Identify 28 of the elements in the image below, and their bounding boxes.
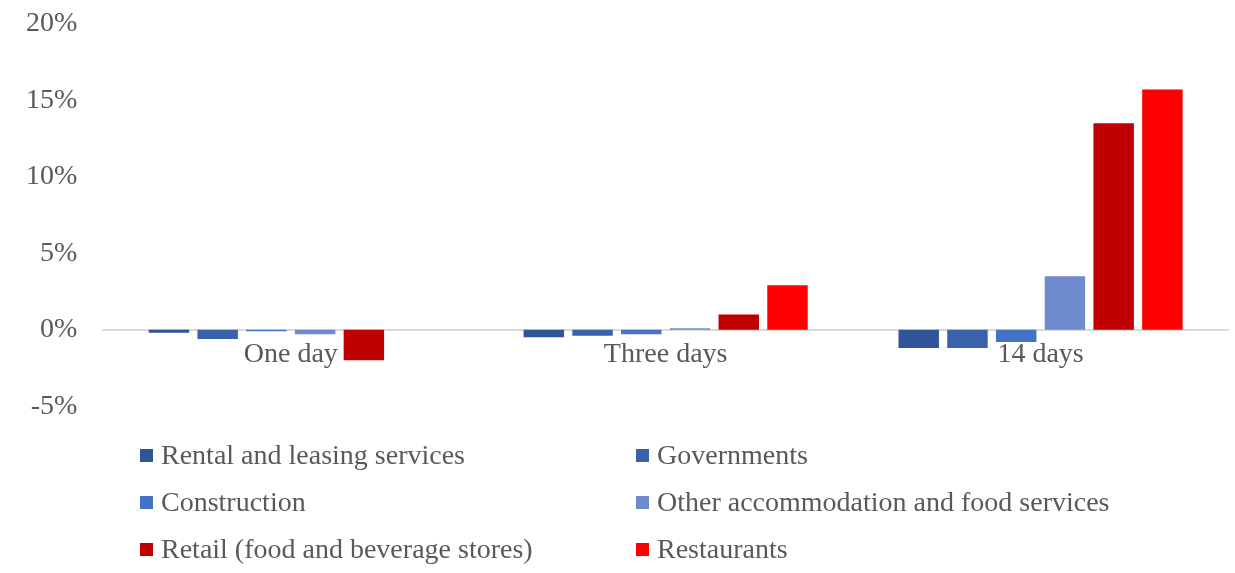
legend-label: Retail (food and beverage stores) — [161, 532, 533, 566]
y-tick-label: 15% — [26, 82, 78, 114]
bar — [718, 314, 759, 330]
legend-label: Rental and leasing services — [161, 438, 466, 472]
bar — [197, 329, 238, 339]
bar — [898, 329, 939, 349]
bar — [995, 329, 1037, 342]
legend-label: Construction — [161, 485, 306, 519]
bar — [947, 329, 988, 349]
y-tick-label: 5% — [40, 235, 78, 267]
bar — [523, 329, 565, 338]
x-tick-label: 14 days — [997, 336, 1084, 368]
legend-label: Restaurants — [657, 532, 788, 566]
x-tick-label: Three days — [603, 336, 728, 368]
bar — [1142, 89, 1183, 330]
bar — [767, 285, 808, 330]
bar — [1044, 276, 1086, 330]
bar — [572, 329, 613, 336]
x-tick-label: One day — [243, 336, 338, 368]
legend-label: Other accommodation and food services — [657, 485, 1110, 519]
y-tick-label: 10% — [26, 159, 78, 191]
bar — [148, 329, 190, 333]
y-tick-label: -5% — [30, 388, 78, 420]
y-tick-label: 20% — [26, 6, 78, 38]
bar — [1093, 123, 1134, 330]
y-tick-label: 0% — [40, 312, 78, 344]
bar — [343, 329, 385, 361]
legend-label: Governments — [657, 438, 808, 472]
